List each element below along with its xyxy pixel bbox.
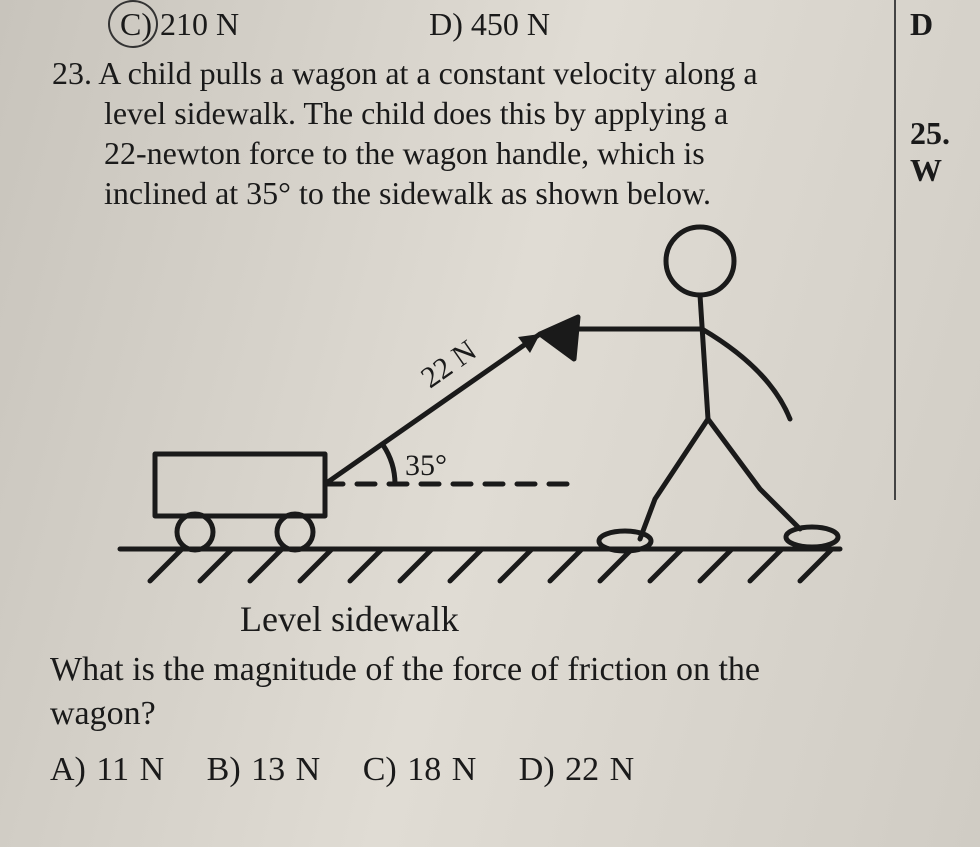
exam-page: C) 210 N D) 450 N D 25. W 23. A child pu… bbox=[0, 0, 980, 847]
prev-option-c: C) 210 N bbox=[120, 6, 239, 43]
followup-line-2: wagon? bbox=[50, 692, 940, 736]
right-q25-fragment: 25. W bbox=[910, 115, 970, 189]
question-line-2: level sidewalk. The child does this by a… bbox=[104, 93, 840, 133]
question-number: 23. bbox=[40, 53, 92, 93]
diagram-svg: 22 N 35° bbox=[100, 219, 860, 589]
option-c[interactable]: C) 18 N bbox=[363, 751, 477, 788]
answer-row: A) 11 N B) 13 N C) 18 N D) 22 N bbox=[50, 751, 940, 789]
right-d-fragment: D bbox=[910, 6, 970, 43]
sidewalk-caption: Level sidewalk bbox=[240, 598, 940, 640]
angle-label: 35° bbox=[405, 449, 447, 482]
circled-mark-icon bbox=[108, 0, 158, 48]
prev-answer-row: C) 210 N D) 450 N bbox=[40, 6, 940, 43]
option-d[interactable]: D) 22 N bbox=[519, 751, 634, 788]
prev-option-d: D) 450 N bbox=[429, 6, 550, 43]
right-column-fragment: D 25. W bbox=[894, 0, 970, 500]
option-b[interactable]: B) 13 N bbox=[207, 751, 321, 788]
wagon-diagram: 22 N 35° bbox=[100, 219, 860, 594]
force-label: 22 N bbox=[415, 334, 482, 395]
followup-line-1: What is the magnitude of the force of fr… bbox=[50, 648, 940, 692]
question-line-3: 22-newton force to the wagon handle, whi… bbox=[104, 133, 840, 173]
option-a[interactable]: A) 11 N bbox=[50, 751, 164, 788]
followup-question: What is the magnitude of the force of fr… bbox=[50, 648, 940, 735]
prev-option-d-label: D) 450 N bbox=[429, 6, 550, 42]
question-line-4: inclined at 35° to the sidewalk as shown… bbox=[104, 173, 840, 213]
question-23: 23. A child pulls a wagon at a constant … bbox=[40, 53, 840, 213]
question-line-1: A child pulls a wagon at a constant velo… bbox=[98, 55, 757, 91]
